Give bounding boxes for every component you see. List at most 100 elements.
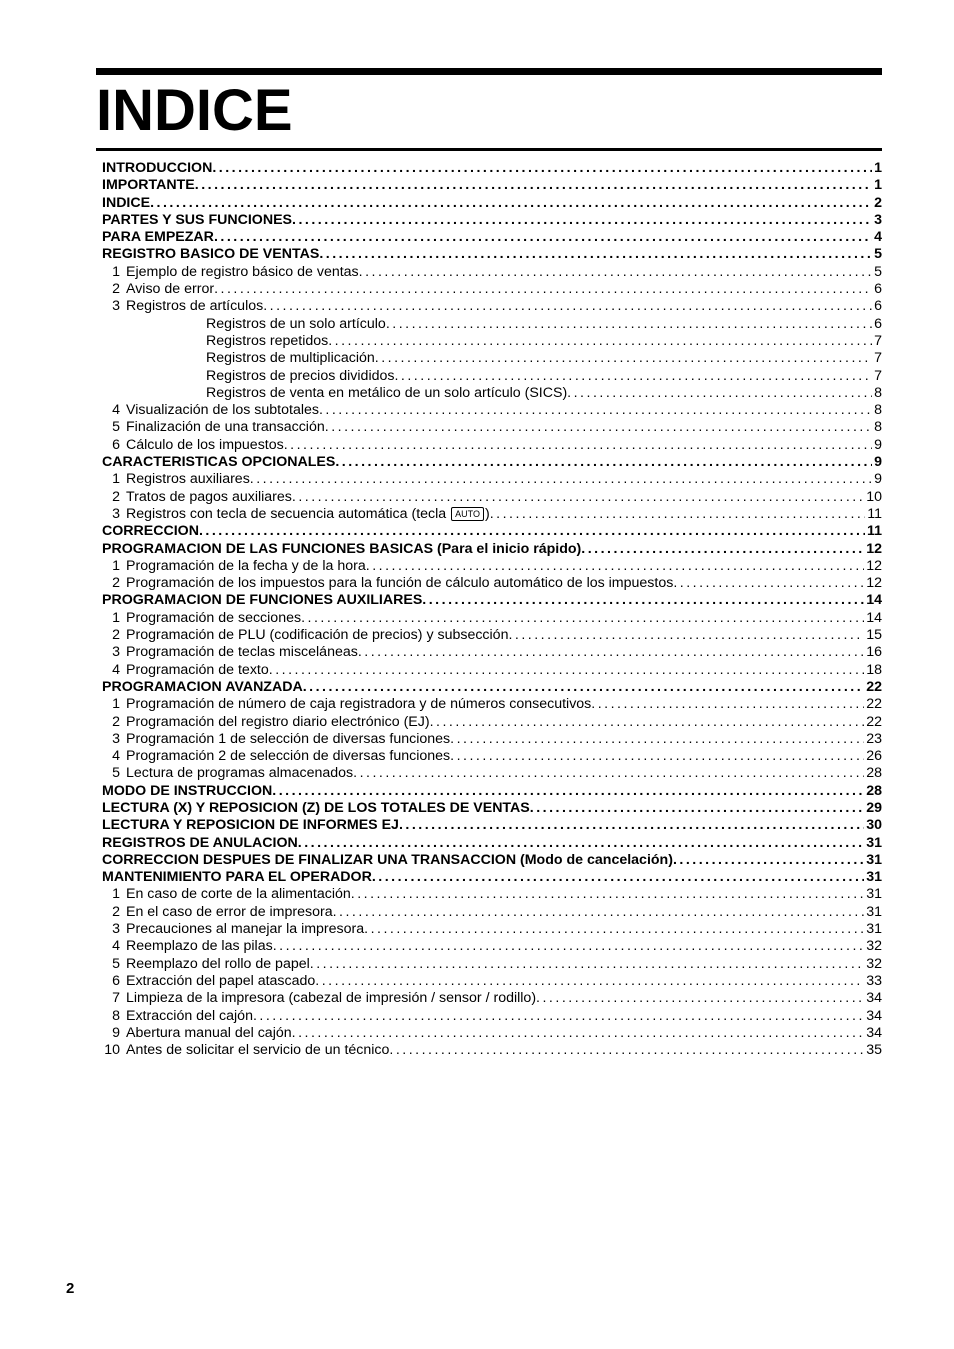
toc-row: 2Tratos de pagos auxiliares 10 (96, 490, 882, 504)
title-rule-bottom (96, 148, 882, 151)
toc-row-page: 11 (865, 524, 882, 538)
toc-row-leader (199, 524, 865, 538)
toc-row-leader (195, 178, 872, 192)
toc-row-label: Precauciones al manejar la impresora (126, 922, 364, 936)
toc-row-number: 2 (96, 282, 126, 296)
toc-row-number: 5 (96, 766, 126, 780)
toc-row: 4Programación de texto 18 (96, 663, 882, 677)
toc-row-label: Programación de los impuestos para la fu… (126, 576, 673, 590)
toc-row-page: 7 (872, 334, 882, 348)
toc-row-leader (214, 282, 872, 296)
toc-row-label: LECTURA Y REPOSICION DE INFORMES EJ (102, 818, 399, 832)
toc-row-label: Programación 1 de selección de diversas … (126, 732, 450, 746)
toc-row-page: 28 (864, 784, 882, 798)
toc-row-leader (328, 334, 872, 348)
toc-row-page: 33 (864, 974, 882, 988)
toc-row-leader (298, 836, 864, 850)
page-container: INDICE INTRODUCCION 1 IMPORTANTE 1 INDICE 2 P… (0, 0, 954, 1349)
toc-row-leader (333, 905, 865, 919)
toc-row: PARA EMPEZAR4 (96, 230, 882, 244)
toc-row-page: 8 (872, 386, 882, 400)
toc-row-leader (310, 957, 864, 971)
toc-row-label: Programación 2 de selección de diversas … (126, 749, 450, 763)
toc-row-label: INTRODUCCION (102, 161, 212, 175)
auto-key-icon: AUTO (451, 507, 484, 521)
toc-row-label: Tratos de pagos auxiliares (126, 490, 292, 504)
toc-row-label: Limpieza de la impresora (cabezal de imp… (126, 991, 536, 1005)
toc-row: 3Registros de artículos 6 (96, 299, 882, 313)
toc-row-label: CORRECCION DESPUES DE FINALIZAR UNA TRAN… (102, 853, 673, 867)
toc-row-label: IMPORTANTE (102, 178, 195, 192)
toc-row-label: Reemplazo de las pilas (126, 939, 273, 953)
toc-row-leader (673, 576, 864, 590)
toc-row: 5Reemplazo del rollo de papel32 (96, 957, 882, 971)
toc-row-label: LECTURA (X) Y REPOSICION (Z) DE LOS TOTA… (102, 801, 530, 815)
toc-row-label: PARTES Y SUS FUNCIONES (102, 213, 292, 227)
toc-row: CORRECCION DESPUES DE FINALIZAR UNA TRAN… (96, 853, 882, 867)
toc-row-number: 4 (96, 939, 126, 953)
toc-row-leader (292, 213, 872, 227)
toc-row: PROGRAMACION DE FUNCIONES AUXILIARES14 (96, 593, 882, 607)
toc-row-page: 10 (864, 490, 882, 504)
toc-row-leader (269, 663, 864, 677)
toc-row-leader (212, 161, 872, 175)
toc-row-number: 1 (96, 697, 126, 711)
toc-row: INTRODUCCION 1 (96, 161, 882, 175)
toc-row-leader (389, 1043, 864, 1057)
toc-row-page: 16 (864, 645, 882, 659)
page-title: INDICE (96, 75, 882, 148)
toc-row-page: 1 (872, 178, 882, 192)
toc-row: PROGRAMACION AVANZADA22 (96, 680, 882, 694)
toc-row-number: 3 (96, 732, 126, 746)
toc-row: 3Registros con tecla de secuencia automá… (96, 507, 882, 521)
toc-row-label: Registros de artículos (126, 299, 263, 313)
toc-row: 1Registros auxiliares9 (96, 472, 882, 486)
toc-row-page: 22 (864, 715, 882, 729)
toc-row-page: 35 (864, 1043, 882, 1057)
toc-row-number: 8 (96, 1009, 126, 1023)
toc-row-number: 1 (96, 887, 126, 901)
toc-row-page: 12 (864, 576, 882, 590)
toc-row-page: 4 (872, 230, 882, 244)
toc-row-page: 15 (864, 628, 882, 642)
toc-row-label: Aviso de error (126, 282, 214, 296)
toc-row-label: Registros auxiliares (126, 472, 250, 486)
toc-row-leader (325, 420, 872, 434)
toc-row: 1En caso de corte de la alimentación 31 (96, 887, 882, 901)
toc-row: 4Reemplazo de las pilas 32 (96, 939, 882, 953)
toc-row-page: 9 (872, 472, 882, 486)
toc-row: Registros de multiplicación7 (96, 351, 882, 365)
toc-row-leader (567, 386, 872, 400)
toc-row-leader (530, 801, 864, 815)
toc-row-leader (150, 196, 872, 210)
toc-row-leader (591, 697, 864, 711)
toc-row-leader (394, 369, 872, 383)
toc-row-page: 30 (864, 818, 882, 832)
toc-row-label: Programación de la fecha y de la hora (126, 559, 366, 573)
toc-row-page: 22 (864, 680, 882, 694)
toc-row-leader (284, 438, 872, 452)
toc-row-label: Antes de solicitar el servicio de un téc… (126, 1043, 389, 1057)
toc-row: 1Ejemplo de registro básico de ventas 5 (96, 265, 882, 279)
toc-row-number: 7 (96, 991, 126, 1005)
toc-row-label: Programación de número de caja registrad… (126, 697, 591, 711)
toc-row-leader (372, 870, 864, 884)
toc-row-page: 1 (872, 161, 882, 175)
toc-row: INDICE 2 (96, 196, 882, 210)
toc-row-page: 9 (872, 455, 882, 469)
toc-row-page: 31 (864, 870, 882, 884)
toc-row: Registros de precios divididos 7 (96, 369, 882, 383)
toc-row-leader (214, 230, 872, 244)
toc-row-label: Visualización de los subtotales (126, 403, 319, 417)
toc-row-number: 10 (96, 1043, 126, 1057)
toc-row-number: 3 (96, 922, 126, 936)
toc-row: Registros de venta en metálico de un sol… (96, 386, 882, 400)
toc-row: MODO DE INSTRUCCION 28 (96, 784, 882, 798)
toc-row: Registros repetidos 7 (96, 334, 882, 348)
toc-row: 2Programación del registro diario electr… (96, 715, 882, 729)
toc-row: 10Antes de solicitar el servicio de un t… (96, 1043, 882, 1057)
toc-row-number: 1 (96, 265, 126, 279)
toc-row-number: 2 (96, 715, 126, 729)
toc-row-label: MANTENIMIENTO PARA EL OPERADOR (102, 870, 372, 884)
toc-row-label: Finalización de una transacción (126, 420, 325, 434)
